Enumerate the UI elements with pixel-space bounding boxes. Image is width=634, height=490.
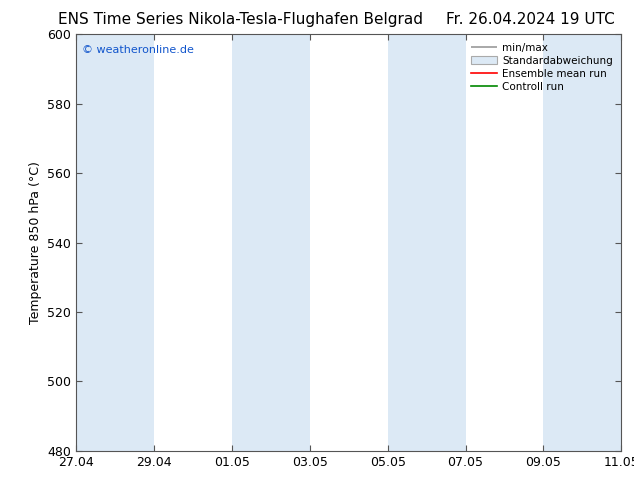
Y-axis label: Temperature 850 hPa (°C): Temperature 850 hPa (°C) [29, 161, 42, 324]
Text: Fr. 26.04.2024 19 UTC: Fr. 26.04.2024 19 UTC [446, 12, 615, 27]
Bar [543, 34, 621, 451]
Text: ENS Time Series Nikola-Tesla-Flughafen Belgrad: ENS Time Series Nikola-Tesla-Flughafen B… [58, 12, 424, 27]
Text: © weatheronline.de: © weatheronline.de [82, 45, 193, 55]
Bar [387, 34, 465, 451]
Legend: min/max, Standardabweichung, Ensemble mean run, Controll run: min/max, Standardabweichung, Ensemble me… [468, 40, 616, 95]
Bar [76, 34, 154, 451]
Bar [232, 34, 310, 451]
